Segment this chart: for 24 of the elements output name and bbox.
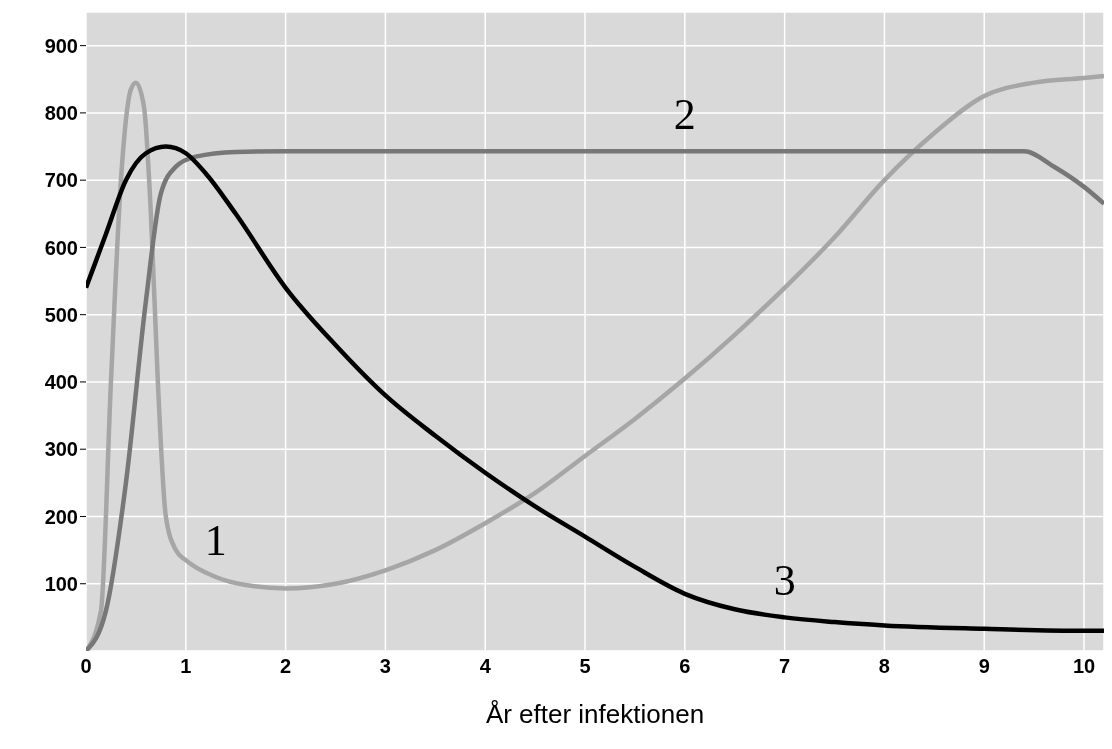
x-tick-label: 5 <box>579 655 591 678</box>
y-tick-label: 800 <box>44 101 78 124</box>
annotation: 1 <box>204 516 227 566</box>
y-tick-label: 300 <box>44 438 78 461</box>
x-tick-label: 9 <box>978 655 990 678</box>
y-tick-label: 400 <box>44 371 78 394</box>
x-tick-label: 1 <box>180 655 192 678</box>
y-tick-label: 900 <box>44 34 78 57</box>
x-tick-label: 4 <box>479 655 492 678</box>
y-tick-label: 700 <box>44 169 78 192</box>
x-axis-title: År efter infektionen <box>485 699 705 729</box>
x-tick-label: 6 <box>679 655 691 678</box>
annotation: 2 <box>673 90 696 140</box>
y-tick-label: 100 <box>44 572 78 595</box>
x-tick-label: 10 <box>1072 655 1096 678</box>
x-tick-label: 3 <box>379 655 391 678</box>
y-tick-label: 500 <box>44 303 78 326</box>
x-tick-label: 7 <box>779 655 791 678</box>
annotation: 3 <box>773 556 796 606</box>
x-tick-label: 8 <box>878 655 890 678</box>
x-tick-label: 0 <box>80 655 92 678</box>
y-tick-label: 600 <box>44 236 78 259</box>
x-tick-label: 2 <box>280 655 292 678</box>
y-tick-label: 200 <box>44 505 78 528</box>
